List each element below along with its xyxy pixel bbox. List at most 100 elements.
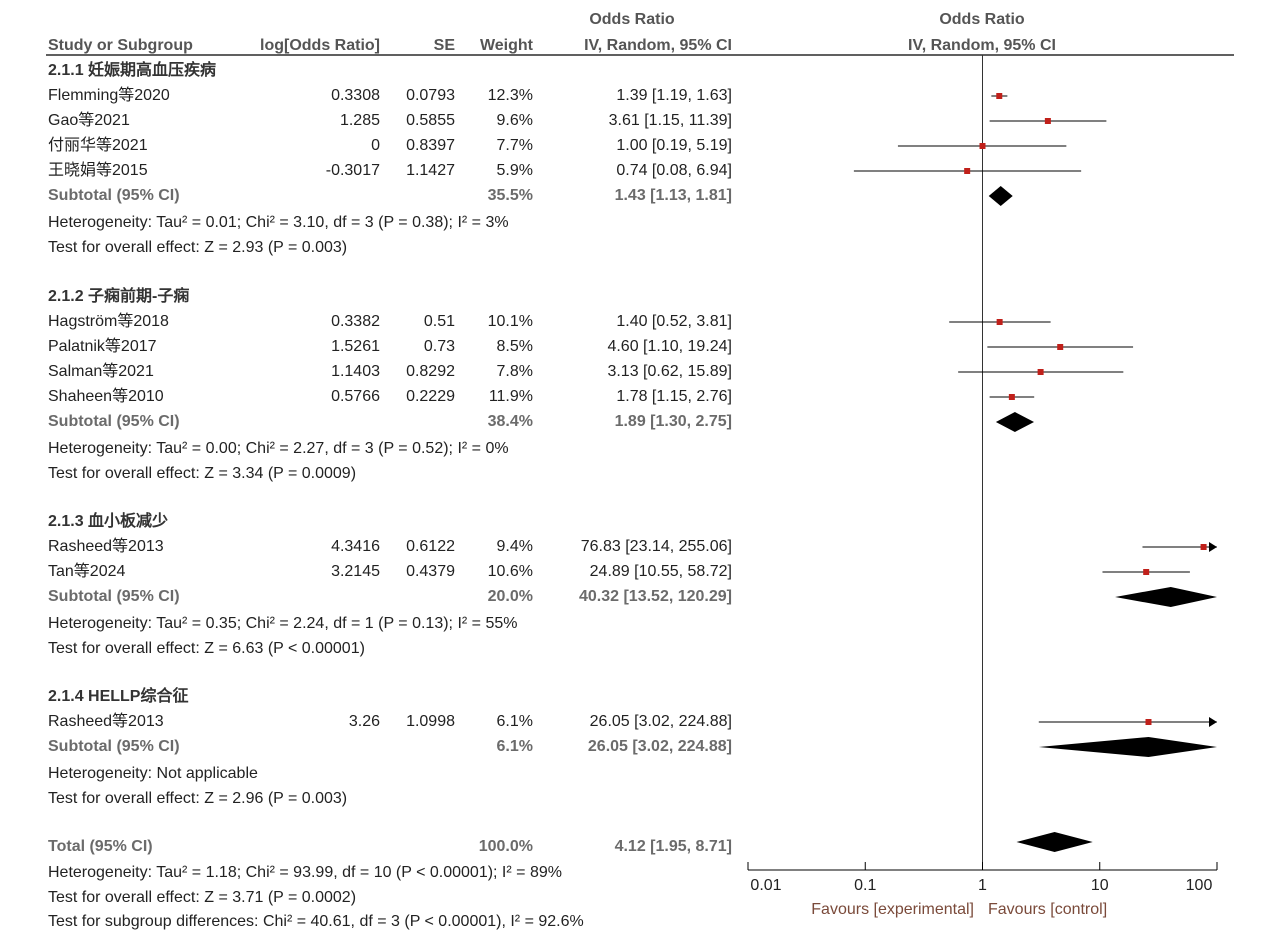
- subtotal-diamond-4: [1038, 737, 1217, 757]
- total-label: Total (95% CI): [48, 838, 153, 855]
- study-se-3-2: 0.4379: [406, 563, 455, 580]
- header-weight: Weight: [479, 37, 533, 54]
- subtotal-ci-1: 1.43 [1.13, 1.81]: [614, 187, 732, 204]
- study-ci-3-1: 76.83 [23.14, 255.06]: [580, 538, 732, 555]
- overall-effect-4: Test for overall effect: Z = 2.96 (P = 0…: [48, 790, 348, 807]
- study-name-2-2: Palatnik等2017: [48, 338, 157, 355]
- study-marker-1-2: [1044, 118, 1051, 124]
- study-marker-2-4: [1008, 394, 1015, 400]
- group-title-4: 2.1.4 HELLP综合征: [48, 688, 189, 705]
- study-marker-1-4: [964, 168, 971, 174]
- study-ci-1-1: 1.39 [1.19, 1.63]: [616, 87, 732, 104]
- study-logor-1-2: 1.285: [339, 112, 380, 129]
- subtotal-diamond-2: [995, 412, 1035, 432]
- study-logor-4-1: 3.26: [348, 713, 380, 730]
- study-se-2-2: 0.73: [423, 338, 455, 355]
- study-logor-3-2: 3.2145: [331, 563, 380, 580]
- study-logor-2-3: 1.1403: [331, 363, 380, 380]
- subtotal-weight-3: 20.0%: [487, 588, 533, 605]
- subtotal-weight-4: 6.1%: [496, 738, 533, 755]
- study-se-1-2: 0.5855: [406, 112, 455, 129]
- study-se-1-1: 0.0793: [406, 87, 455, 104]
- study-logor-2-4: 0.5766: [331, 388, 380, 405]
- study-marker-2-3: [1037, 369, 1044, 375]
- study-se-4-1: 1.0998: [406, 713, 455, 730]
- x-tick-label-2: 1: [978, 877, 987, 894]
- study-logor-2-1: 0.3382: [331, 313, 380, 330]
- study-weight-3-2: 10.6%: [487, 563, 533, 580]
- study-ci-1-3: 1.00 [0.19, 5.19]: [616, 137, 732, 154]
- overall-effect-2: Test for overall effect: Z = 3.34 (P = 0…: [48, 465, 357, 482]
- study-name-1-2: Gao等2021: [48, 112, 130, 129]
- favours-control-label: Favours [control]: [988, 901, 1108, 918]
- study-weight-3-1: 9.4%: [496, 538, 533, 555]
- subtotal-diamond-1: [988, 186, 1013, 206]
- study-marker-3-1: [1200, 544, 1207, 550]
- group-title-3: 2.1.3 血小板减少: [48, 513, 169, 530]
- subtotal-ci-2: 1.89 [1.30, 2.75]: [614, 413, 732, 430]
- favours-experimental-label: Favours [experimental]: [811, 901, 974, 918]
- study-name-1-1: Flemming等2020: [48, 87, 170, 104]
- study-weight-1-3: 7.7%: [496, 137, 533, 154]
- heterogeneity-4: Heterogeneity: Not applicable: [48, 765, 258, 782]
- study-ci-1-2: 3.61 [1.15, 11.39]: [608, 112, 732, 129]
- study-name-3-1: Rasheed等2013: [48, 538, 164, 555]
- study-marker-1-1: [996, 93, 1003, 99]
- study-logor-3-1: 4.3416: [331, 538, 380, 555]
- study-ci-1-4: 0.74 [0.08, 6.94]: [616, 162, 732, 179]
- subtotal-label-1: Subtotal (95% CI): [48, 187, 180, 204]
- header-logor: log[Odds Ratio]: [260, 37, 380, 54]
- heterogeneity-3: Heterogeneity: Tau² = 0.35; Chi² = 2.24,…: [48, 615, 518, 632]
- study-ci-4-1: 26.05 [3.02, 224.88]: [589, 713, 732, 730]
- subtotal-ci-3: 40.32 [13.52, 120.29]: [578, 588, 732, 605]
- subgroup-differences: Test for subgroup differences: Chi² = 40…: [48, 913, 584, 930]
- study-ci-3-2: 24.89 [10.55, 58.72]: [589, 563, 732, 580]
- group-title-2: 2.1.2 子痫前期-子痫: [48, 288, 190, 305]
- total-overall-effect: Test for overall effect: Z = 3.71 (P = 0…: [48, 889, 357, 906]
- study-se-2-1: 0.51: [423, 313, 455, 330]
- total-weight: 100.0%: [478, 838, 533, 855]
- study-se-2-3: 0.8292: [406, 363, 455, 380]
- x-tick-label-1: 0.1: [854, 877, 877, 894]
- subtotal-diamond-3: [1115, 587, 1217, 607]
- overall-effect-3: Test for overall effect: Z = 6.63 (P < 0…: [48, 640, 365, 657]
- header-or-title: Odds Ratio: [589, 11, 675, 28]
- heterogeneity-2: Heterogeneity: Tau² = 0.00; Chi² = 2.27,…: [48, 440, 509, 457]
- study-se-3-1: 0.6122: [406, 538, 455, 555]
- total-heterogeneity: Heterogeneity: Tau² = 1.18; Chi² = 93.99…: [48, 864, 562, 881]
- group-title-1: 2.1.1 妊娠期高血压疾病: [48, 62, 217, 79]
- ci-arrow-3-1: [1209, 542, 1217, 552]
- study-logor-1-4: -0.3017: [325, 162, 380, 179]
- subtotal-ci-4: 26.05 [3.02, 224.88]: [587, 738, 732, 755]
- plot-method: IV, Random, 95% CI: [908, 37, 1056, 54]
- plot-title: Odds Ratio: [939, 11, 1025, 28]
- study-name-4-1: Rasheed等2013: [48, 713, 164, 730]
- study-marker-2-1: [996, 319, 1003, 325]
- study-name-1-3: 付丽华等2021: [48, 137, 148, 154]
- x-tick-label-3: 10: [1090, 877, 1109, 894]
- study-name-1-4: 王晓娟等2015: [48, 162, 148, 179]
- header-or-method: IV, Random, 95% CI: [584, 37, 732, 54]
- subtotal-label-3: Subtotal (95% CI): [48, 588, 180, 605]
- study-weight-2-3: 7.8%: [496, 363, 533, 380]
- study-ci-2-4: 1.78 [1.15, 2.76]: [616, 388, 732, 405]
- study-weight-2-2: 8.5%: [496, 338, 533, 355]
- study-weight-2-1: 10.1%: [487, 313, 533, 330]
- heterogeneity-1: Heterogeneity: Tau² = 0.01; Chi² = 3.10,…: [48, 214, 509, 231]
- study-ci-2-2: 4.60 [1.10, 19.24]: [607, 338, 732, 355]
- study-weight-1-1: 12.3%: [487, 87, 533, 104]
- header-se: SE: [433, 37, 455, 54]
- overall-effect-1: Test for overall effect: Z = 2.93 (P = 0…: [48, 239, 348, 256]
- study-name-2-4: Shaheen等2010: [48, 388, 164, 405]
- total-ci: 4.12 [1.95, 8.71]: [614, 838, 732, 855]
- study-logor-1-1: 0.3308: [331, 87, 380, 104]
- study-se-2-4: 0.2229: [406, 388, 455, 405]
- study-weight-2-4: 11.9%: [488, 388, 533, 405]
- subtotal-label-2: Subtotal (95% CI): [48, 413, 180, 430]
- ci-arrow-4-1: [1209, 717, 1217, 727]
- study-ci-2-3: 3.13 [0.62, 15.89]: [607, 363, 732, 380]
- subtotal-weight-1: 35.5%: [487, 187, 533, 204]
- subtotal-label-4: Subtotal (95% CI): [48, 738, 180, 755]
